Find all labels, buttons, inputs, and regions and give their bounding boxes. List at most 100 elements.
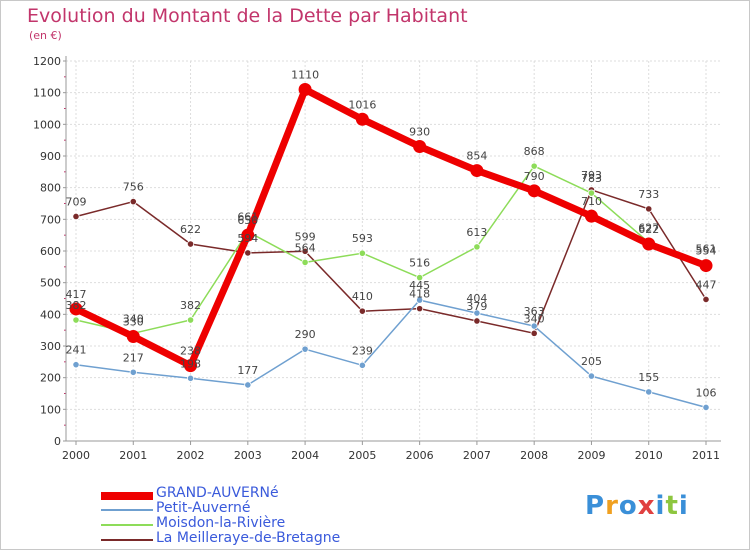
logo-letter: t [665,491,679,521]
data-point [298,83,312,96]
data-point [244,249,252,257]
data-point [699,259,713,273]
logo-letter: r [605,491,619,521]
y-tick-label: 900 [40,150,61,163]
data-label: 1016 [348,98,376,111]
y-tick-label: 300 [40,340,61,353]
data-label: 238 [180,345,201,358]
series-line-0 [72,86,710,370]
data-label: 613 [466,226,487,239]
data-label: 661 [237,211,258,224]
data-point [72,361,80,369]
axes: 0 100 200 300 400 500 600 700 800 900 1000 1100 1200… [33,55,721,462]
data-label: 930 [409,126,430,139]
x-tick-label: 2008 [520,449,548,462]
data-point [301,247,309,255]
proxiti-logo: Proxiti [585,491,689,521]
chart-title: Evolution du Montant de la Dette par Hab… [27,5,468,27]
x-tick-label: 2002 [177,449,205,462]
legend-swatch [101,509,153,511]
data-label: 410 [352,290,373,303]
data-label: 594 [237,232,258,245]
data-label: 379 [466,300,487,313]
legend-label: Petit-Auverné [156,500,251,516]
y-tick-label: 800 [40,182,61,195]
series-line-2 [75,165,707,335]
data-point [530,322,538,330]
data-label: 561 [696,242,717,255]
data-label: 650 [237,214,258,227]
data-point [355,112,369,126]
legend-swatch [101,539,153,541]
data-point [358,361,366,369]
data-label: 622 [180,223,201,236]
x-tick-label: 2007 [463,449,491,462]
data-point [702,403,710,412]
data-label: 290 [295,328,316,341]
data-label: 106 [696,386,717,399]
data-point [184,359,198,373]
data-label: 340 [524,312,545,325]
data-point [301,345,309,353]
data-label: 627 [638,221,659,234]
data-label: 756 [123,181,144,194]
data-point [645,205,653,213]
logo-letter: P [585,491,606,521]
y-tick-label: 600 [40,245,61,258]
y-tick-label: 200 [40,372,61,385]
data-label: 445 [409,279,430,292]
data-point [186,316,195,324]
data-point [587,372,596,380]
x-tick-label: 2009 [577,449,605,462]
data-label: 868 [524,145,545,158]
data-label: 793 [581,169,602,182]
x-tick-label: 2005 [348,449,376,462]
series-line-3 [75,189,707,335]
x-tick-label: 2004 [291,449,319,462]
data-point [530,329,538,337]
data-label: 363 [524,305,545,318]
data-point [416,296,424,304]
data-label: 564 [295,241,316,254]
data-point [702,295,710,304]
data-label: 733 [638,188,659,201]
data-point [584,209,598,223]
x-tick-label: 2001 [119,449,147,462]
logo-letter: i [655,491,666,521]
legend-label: Moisdon-la-Rivière [156,515,286,531]
y-tick-label: 700 [40,213,61,226]
data-label: 854 [466,150,487,163]
data-label: 783 [581,172,602,185]
data-label: 382 [66,299,87,312]
x-tick-label: 2006 [406,449,434,462]
data-label: 217 [123,351,144,364]
data-point [416,273,424,282]
legend-swatch [101,492,153,500]
y-tick-label: 100 [40,403,61,416]
y-tick-label: 1000 [33,118,61,131]
y-tick-label: 400 [40,308,61,321]
data-point [530,162,538,170]
data-point [413,140,427,153]
data-point [527,184,541,198]
data-point [473,309,481,317]
data-label: 622 [638,223,659,236]
data-point [244,381,252,389]
data-point [72,316,80,324]
logo-letter: o [618,491,638,521]
x-tick-label: 2011 [692,449,720,462]
data-label: 382 [180,299,201,312]
data-point [72,212,80,221]
data-point [186,374,195,382]
x-tick-label: 2003 [234,449,262,462]
data-label: 447 [696,278,717,291]
data-label: 516 [409,257,430,270]
data-point [416,305,424,313]
logo-letter: x [637,491,656,521]
data-point [642,237,656,251]
data-point [126,330,140,343]
data-point [186,240,195,248]
data-point [301,258,309,266]
data-label: 198 [180,357,201,370]
